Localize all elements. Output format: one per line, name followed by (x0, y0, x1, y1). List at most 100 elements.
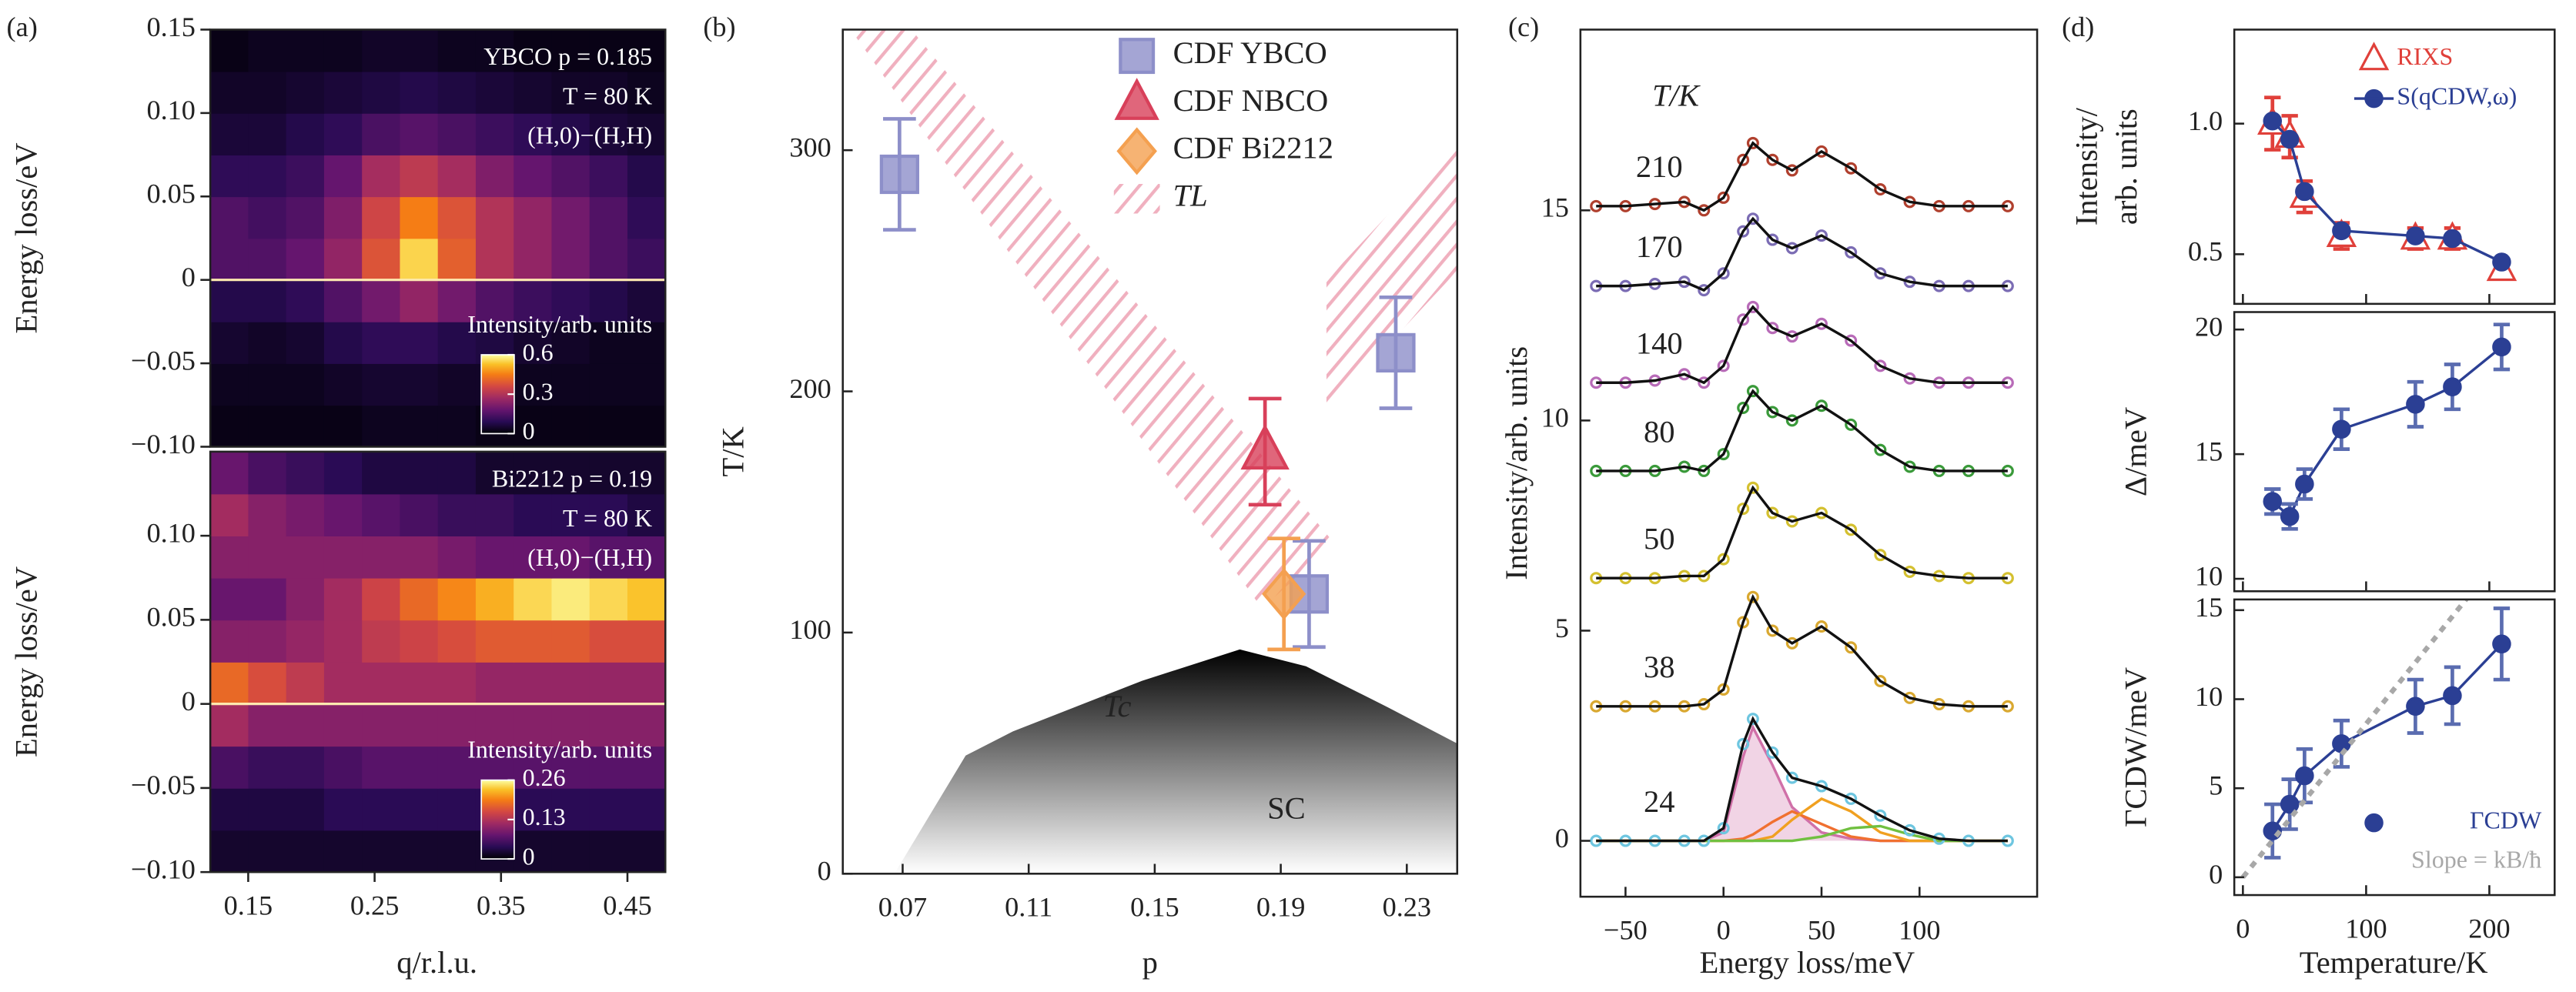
heatmap-cell (362, 620, 401, 663)
y-axis-label: arb. units (2109, 109, 2143, 225)
y-tick-label: 0.10 (146, 95, 195, 125)
data-point (1874, 267, 1887, 280)
marker (1262, 567, 1306, 620)
heatmap-cell (286, 620, 325, 663)
dome-label: Tc (1103, 689, 1132, 723)
legend-label: CDF YBCO (1173, 35, 1327, 70)
heatmap-cell (286, 451, 325, 495)
marker (2406, 226, 2425, 245)
marker (2332, 419, 2351, 439)
heatmap-cell (248, 620, 287, 663)
heatmap-cell (589, 279, 628, 322)
heatmap-cell (210, 112, 249, 155)
data-point (1766, 506, 1779, 519)
y-tick-label: 0 (182, 262, 196, 292)
marker (2364, 813, 2384, 833)
heatmap-cell (589, 238, 628, 281)
x-tick-label: 0.15 (1130, 892, 1179, 923)
heatmap-cell (437, 830, 477, 873)
legend-label: TL (1173, 179, 1208, 213)
heatmap-cell (514, 279, 553, 322)
data-point (1717, 553, 1730, 566)
data-point (1766, 624, 1779, 637)
heatmap-cell (437, 238, 477, 281)
heatmap-cell (248, 451, 287, 495)
heatmap-cell (362, 238, 401, 281)
curve-label: 80 (1644, 414, 1675, 449)
heatmap-cell (627, 536, 667, 579)
heatmap-cell (589, 405, 628, 448)
heatmap-cell (323, 238, 363, 281)
y-tick-label: 0.05 (146, 602, 195, 633)
heatmap-cell (210, 746, 249, 789)
heatmap-cell (437, 451, 477, 495)
heatmap-cell (627, 451, 667, 495)
heatmap-cell (323, 279, 363, 322)
heatmap-cell (589, 577, 628, 621)
data-point (1845, 162, 1858, 175)
marker (2263, 492, 2283, 511)
heatmap-cell (551, 746, 590, 789)
marker (2295, 182, 2314, 202)
heatmap-cell (400, 112, 439, 155)
heatmap-cell (627, 279, 667, 322)
heatmap-cell (475, 451, 515, 495)
heatmap-cell (589, 830, 628, 873)
heatmap-cell (627, 155, 667, 198)
marker (879, 154, 919, 195)
heatmap-cell (286, 662, 325, 705)
colorbar-tick-label: 0.6 (523, 338, 554, 366)
heatmap-cell (400, 71, 439, 114)
data-point (1717, 191, 1730, 204)
curve-label: 50 (1644, 522, 1675, 556)
heatmap-cell (362, 451, 401, 495)
heatmap-cell (323, 662, 363, 705)
heatmap-cell (589, 787, 628, 831)
heatmap-cell (400, 830, 439, 873)
heatmap-cell (210, 29, 249, 72)
heatmap-cell (248, 112, 287, 155)
heatmap-cell (210, 787, 249, 831)
marker (2263, 111, 2283, 131)
heatmap-cell (400, 155, 439, 198)
heatmap-cell (286, 71, 325, 114)
heatmap-cell (286, 703, 325, 747)
y-tick-label: 15 (1541, 192, 1569, 223)
heatmap-cell (514, 29, 553, 72)
heatmap-cell (437, 112, 477, 155)
heatmap-cell (210, 703, 249, 747)
marker (1116, 127, 1157, 175)
heatmap-cell (437, 662, 477, 705)
marker (2406, 395, 2425, 414)
heatmap-cell (400, 787, 439, 831)
heatmap-cell (210, 662, 249, 705)
marker (2443, 686, 2462, 706)
marker (2406, 696, 2425, 716)
x-tick-label: 0.25 (350, 890, 399, 920)
y-tick-label: 1.0 (2188, 105, 2223, 136)
heatmap-cell (210, 196, 249, 239)
data-point (1698, 376, 1711, 389)
y-tick-label: 0 (182, 686, 196, 716)
marker (2280, 506, 2300, 526)
plot-frame (1579, 28, 2039, 898)
heatmap-cell (248, 787, 287, 831)
data-point (1766, 746, 1779, 759)
heatmap-cell (210, 493, 249, 536)
heatmap-cell (323, 577, 363, 621)
marker (1240, 423, 1290, 470)
heatmap-cell (437, 536, 477, 579)
legend-label: CDF NBCO (1173, 83, 1329, 118)
curve-label: 210 (1636, 149, 1683, 184)
heatmap-cell (323, 321, 363, 364)
heatmap-cell (437, 405, 477, 448)
marker (2492, 634, 2511, 654)
data-point (1785, 771, 1798, 784)
heatmap-cell (437, 196, 477, 239)
heatmap-cell (286, 405, 325, 448)
heatmap-cell (514, 321, 553, 364)
annotation: YBCO p = 0.185 (483, 42, 652, 70)
heatmap-cell (514, 746, 553, 789)
y-axis-label: Energy loss/eV (9, 566, 44, 757)
heatmap-cell (589, 746, 628, 789)
